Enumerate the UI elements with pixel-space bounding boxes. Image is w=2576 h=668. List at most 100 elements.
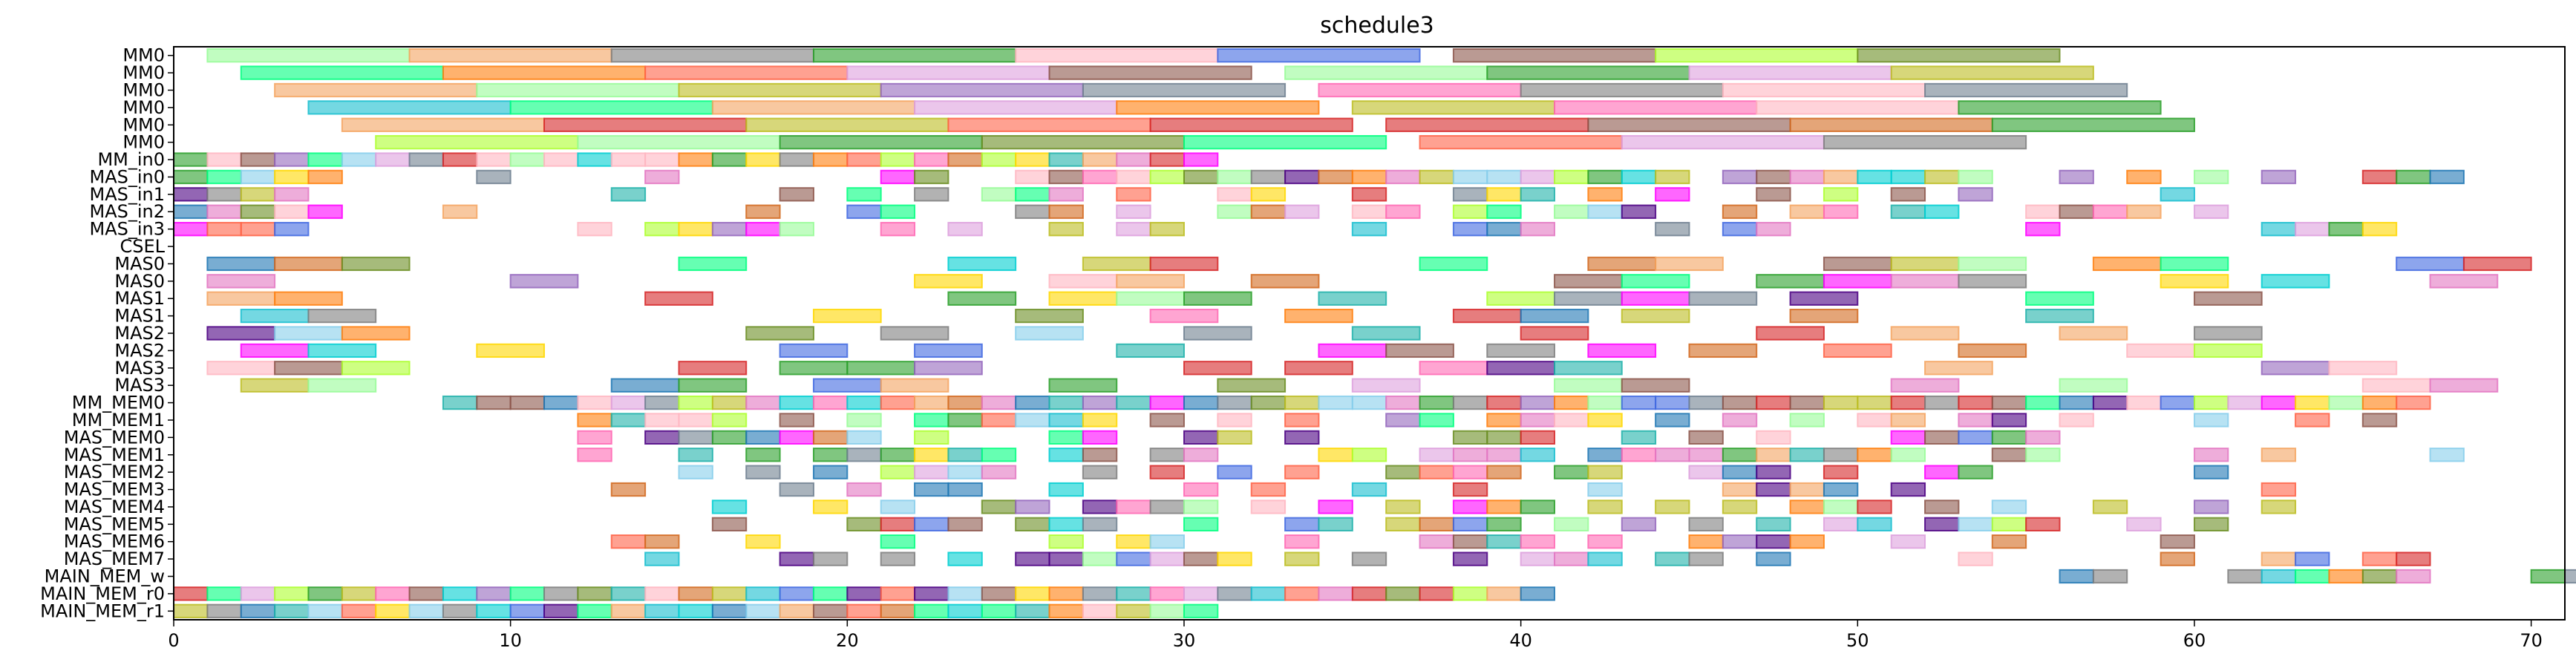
task-bar [1890, 430, 1926, 445]
task-bar [2361, 551, 2398, 566]
y-tick-label: MM0 [122, 62, 165, 83]
task-bar [1284, 517, 1320, 531]
task-bar [1048, 65, 1252, 80]
task-bar [1250, 395, 1287, 410]
task-bar [543, 603, 579, 618]
task-bar [2059, 169, 2094, 185]
task-bar [812, 378, 882, 393]
task-bar [1419, 169, 1454, 185]
task-bar [1823, 343, 1892, 358]
task-bar [711, 586, 748, 601]
task-bar [1587, 448, 1623, 462]
task-bar [914, 603, 949, 618]
task-bar [2025, 308, 2094, 324]
task-bar [1991, 534, 2027, 549]
task-bar [2361, 221, 2398, 237]
task-bar [644, 395, 680, 410]
task-bar [2126, 517, 2162, 531]
task-bar [947, 482, 983, 497]
task-bar [1048, 586, 1084, 601]
task-bar [1284, 551, 1320, 566]
task-bar [1318, 343, 1387, 358]
task-bar [1149, 586, 1185, 601]
task-bar [1924, 430, 1960, 445]
task-bar [1351, 482, 1387, 497]
task-bar [1284, 395, 1320, 410]
task-bar [2429, 378, 2499, 393]
task-bar [2361, 169, 2398, 185]
task-bar [206, 603, 242, 618]
task-bar [1890, 169, 1926, 185]
task-bar [745, 448, 781, 462]
task-bar [947, 117, 1151, 132]
task-bar [1183, 482, 1219, 497]
task-bar [2396, 256, 2465, 272]
y-tick-label: MM0 [122, 97, 165, 118]
task-bar [1183, 551, 1219, 566]
task-bar [678, 221, 713, 237]
task-bar [577, 413, 612, 428]
task-bar [1419, 586, 1454, 601]
task-bar [307, 378, 377, 393]
task-bar [1756, 430, 1791, 445]
task-bar [1924, 395, 1960, 410]
task-bar [711, 395, 748, 410]
task-bar [1284, 204, 1320, 219]
task-bar [711, 517, 748, 531]
task-bar [678, 361, 748, 376]
task-bar [1924, 465, 1960, 479]
task-bar [1621, 378, 1690, 393]
task-bar [1217, 48, 1421, 63]
task-bar [1722, 82, 1926, 98]
task-bar [1890, 187, 1926, 202]
task-bar [173, 221, 209, 237]
task-bar [476, 82, 680, 98]
task-bar [1452, 169, 1488, 185]
task-bar [1082, 395, 1118, 410]
task-bar [1554, 413, 1589, 428]
task-bar [1385, 465, 1421, 479]
task-bar [880, 448, 916, 462]
task-bar [1890, 482, 1926, 497]
x-tick-label: 60 [2183, 630, 2206, 651]
y-tick-label: MM0 [122, 79, 165, 100]
task-bars [173, 48, 2576, 618]
y-tick-label: MAS_MEM1 [64, 445, 165, 465]
task-bar [1149, 395, 1185, 410]
y-tick-label: MAIN_MEM_r0 [40, 583, 165, 604]
task-bar [1048, 534, 1084, 549]
task-bar [1655, 256, 1724, 272]
task-bar [1048, 430, 1084, 445]
task-bar [341, 361, 411, 376]
task-bar [1217, 169, 1252, 185]
chart-title: schedule3 [1320, 13, 1434, 39]
task-bar [1486, 500, 1522, 514]
task-bar [1015, 187, 1050, 202]
task-bar [442, 586, 478, 601]
task-bar [914, 169, 949, 185]
task-bar [1183, 152, 1219, 167]
task-bar [1958, 517, 1993, 531]
task-bar [711, 430, 748, 445]
task-bar [1116, 169, 1151, 185]
task-bar [880, 500, 916, 514]
task-bar [779, 187, 814, 202]
task-bar [644, 65, 849, 80]
task-bar [1587, 117, 1791, 132]
task-bar [846, 517, 882, 531]
task-bar [1823, 169, 1859, 185]
task-bar [1756, 551, 1791, 566]
task-bar [880, 395, 916, 410]
task-bar [2160, 534, 2195, 549]
task-bar [1756, 448, 1791, 462]
task-bar [812, 500, 849, 514]
task-bar [880, 603, 916, 618]
task-bar [1655, 500, 1690, 514]
task-bar [206, 326, 276, 341]
task-bar [173, 152, 209, 167]
task-bar [1048, 169, 1084, 185]
task-bar [375, 603, 411, 618]
task-bar [1655, 413, 1690, 428]
task-bar [1149, 117, 1353, 132]
task-bar [914, 448, 949, 462]
